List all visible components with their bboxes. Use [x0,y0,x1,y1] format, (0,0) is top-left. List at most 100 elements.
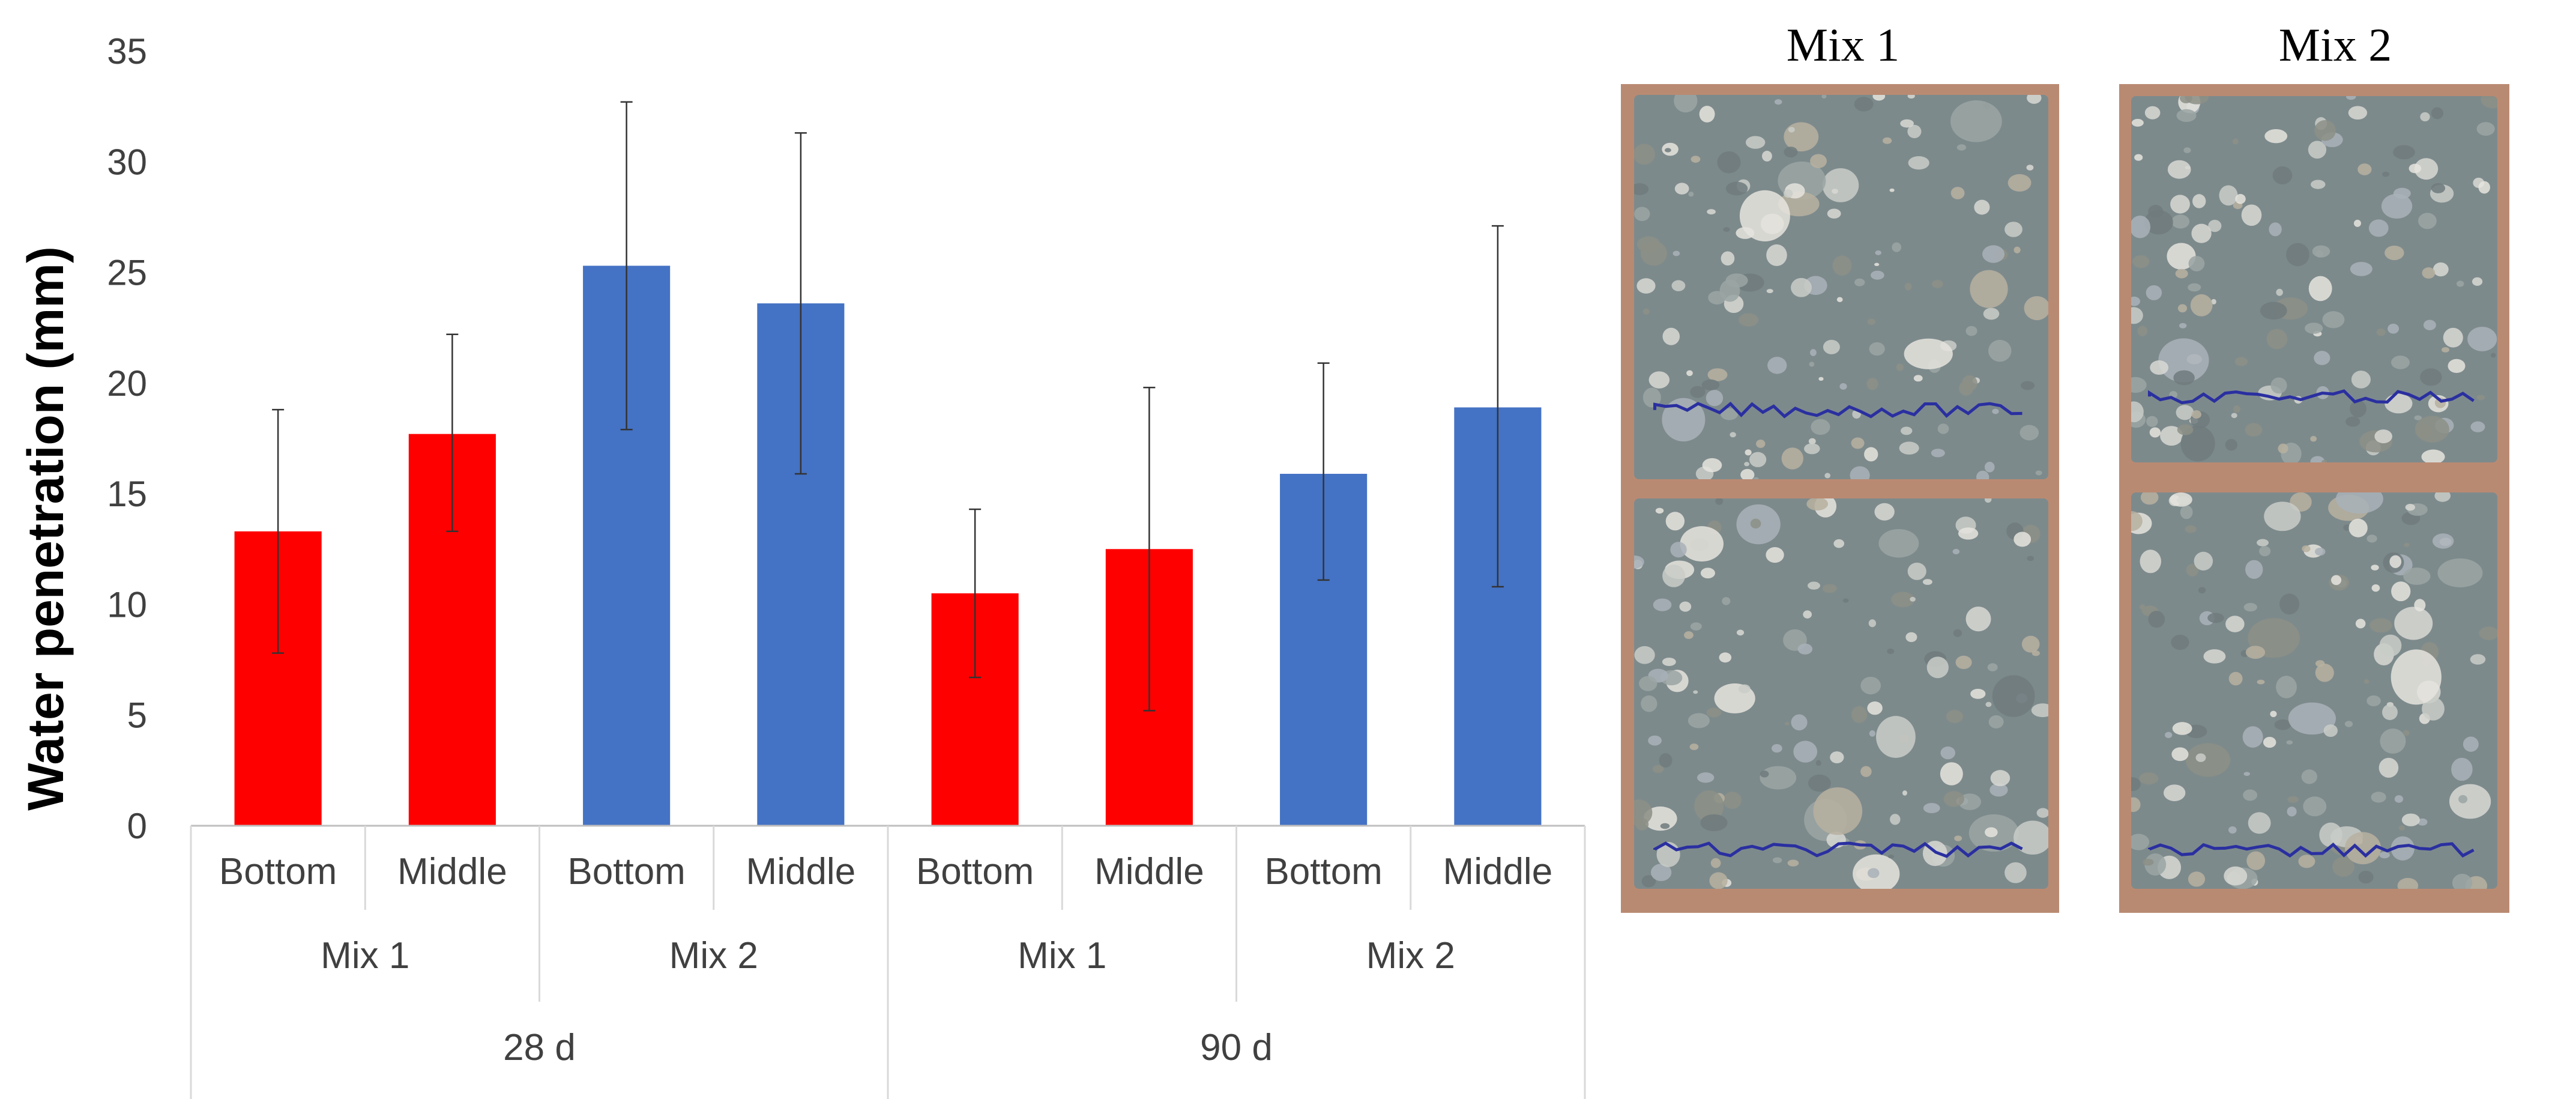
aggregate-particle [1922,579,1932,585]
aggregate-particle [1872,95,1886,101]
aggregate-particle [1652,764,1664,774]
aggregate-particle [2344,832,2381,865]
aggregate-particle [2431,107,2443,120]
aggregate-particle [2233,405,2241,413]
aggregate-particle [1874,262,1880,266]
aggregate-particle [2264,501,2301,531]
aggregate-particle [1641,875,1656,888]
aggregate-particle [2432,533,2454,549]
aggregate-particle [2007,174,2032,192]
aggregate-particle [1730,432,1736,438]
aggregate-particle [2148,611,2165,628]
y-tick-label: 0 [127,806,147,846]
aggregate-particle [1946,710,1964,723]
aggregate-particle [2031,703,2048,718]
aggregate-particle [2243,772,2250,777]
x-tick-label-position: Middle [1443,851,1553,892]
concrete-section [1634,95,2048,479]
aggregate-particle [2131,118,2144,127]
aggregate-particle [1836,297,1843,303]
penetration-front-line [2148,389,2475,405]
aggregate-particle [1970,688,1986,699]
aggregate-particle [1722,597,1731,605]
aggregate-particle [2183,147,2191,153]
aggregate-particle [1988,715,2004,728]
aggregate-particle [2394,607,2433,640]
aggregate-particle [1923,803,1940,814]
aggregate-particle [2414,415,2422,420]
aggregate-particle [2374,429,2392,444]
aggregate-particle [1950,187,1965,199]
x-tick-label-position: Bottom [1264,851,1382,892]
aggregate-particle [2179,96,2192,104]
aggregate-particle [1702,458,1722,473]
aggregate-particle [2266,328,2288,350]
aggregate-particle [1992,408,1999,414]
y-tick-label: 25 [107,253,147,293]
aggregate-particle [1839,383,1847,390]
aggregate-particle [1717,151,1741,174]
aggregate-particle [1648,735,1662,746]
aggregate-particle [1868,619,1877,628]
aggregate-particle [1902,790,1907,796]
aggregate-particle [1822,584,1837,593]
aggregate-particle [2131,296,2140,306]
aggregate-particle [1809,362,1815,367]
aggregate-particle [1791,714,1808,731]
aggregate-particle [2384,245,2404,261]
aggregate-particle [2420,368,2442,386]
aggregate-particle [1988,339,2012,362]
aggregate-particle [1693,690,1698,694]
aggregate-particle [1650,864,1672,882]
aggregate-particle [1984,461,1995,473]
aggregate-particle [1990,770,2010,787]
aggregate-particle [2470,654,2486,665]
aggregate-particle [2140,492,2159,505]
aggregate-particle [1860,766,1872,777]
aggregate-particle [2208,219,2222,232]
aggregate-particle [1636,236,1661,253]
aggregate-particle [1952,548,1960,554]
aggregate-particle [2344,721,2353,727]
aggregate-particle [1876,716,1916,758]
aggregate-particle [2332,856,2354,877]
aggregate-particle [1974,199,1990,215]
aggregate-particle [1725,181,1748,196]
x-group-label-mix: Mix 1 [1018,935,1106,976]
aggregate-particle [1904,283,1912,291]
aggregate-particle [2481,96,2497,109]
aggregate-particle [1810,154,1827,169]
aggregate-particle [1684,631,1694,640]
aggregate-particle [1634,646,1655,664]
aggregate-particle [1793,740,1818,763]
aggregate-particle [2131,401,2144,423]
aggregate-particle [1851,437,1865,449]
aggregate-particle [2173,370,2195,386]
aggregate-particle [1689,743,1699,751]
aggregate-particle [2228,671,2243,686]
aggregate-particle [1867,701,1883,715]
aggregate-particle [2269,222,2282,237]
aggregate-particle [1700,814,1728,832]
aggregate-particle [2188,871,2206,887]
aggregate-particle [1985,827,1998,838]
aggregate-particle [2024,296,2048,321]
aggregate-particle [1992,675,2035,717]
aggregate-particle [2013,246,2021,253]
aggregate-particle [2274,719,2291,730]
aggregate-particle [2272,166,2293,185]
y-tick-label: 5 [127,695,147,736]
aggregate-particle [1760,771,1769,778]
x-tick-label-position: Middle [746,851,856,892]
aggregate-particle [2027,95,2042,104]
aggregate-particle [2224,866,2248,886]
aggregate-particle [1866,377,1878,390]
aggregate-particle [2179,322,2187,328]
aggregate-particle [2298,855,2315,868]
photo-mix2 [2119,84,2509,913]
aggregate-particle [1822,168,1859,202]
aggregate-particle [1907,95,1915,99]
aggregate-particle [2243,789,2258,801]
aggregate-particle [1808,581,1820,590]
aggregate-particle [2140,550,2162,574]
